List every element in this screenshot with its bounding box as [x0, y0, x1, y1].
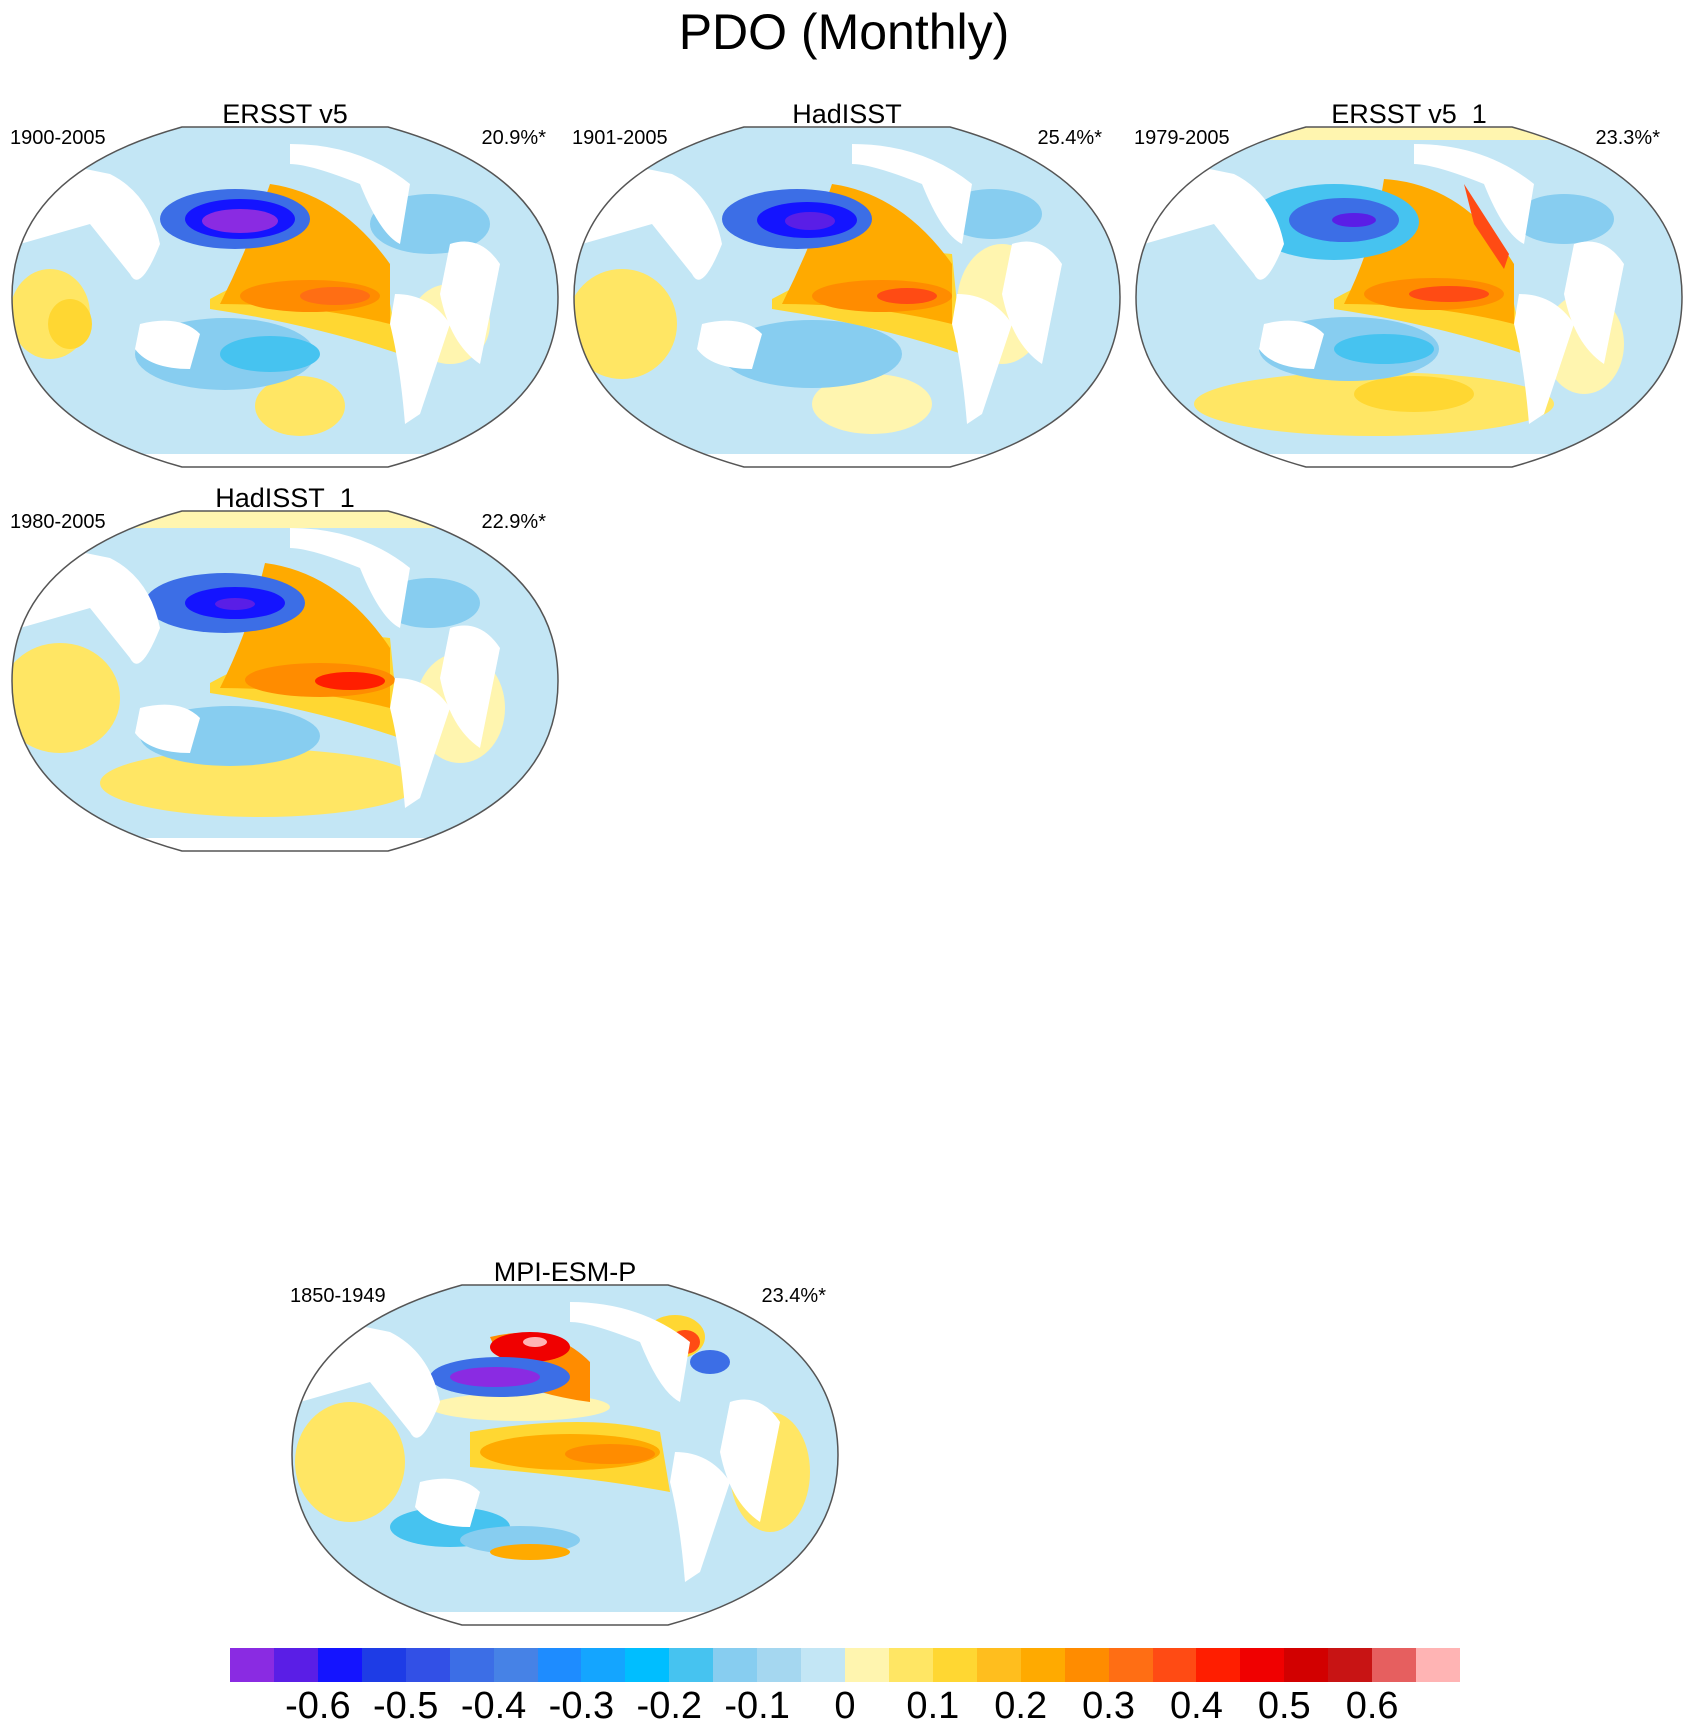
colorbar-tick-label: -0.5 — [372, 1685, 439, 1727]
colorbar-swatch — [449, 1648, 495, 1682]
colorbar-swatch — [713, 1648, 758, 1682]
colorbar-tick-label: -0.4 — [460, 1685, 527, 1727]
colorbar-swatch — [1196, 1648, 1241, 1682]
colorbar-tick-label: 0.5 — [1257, 1685, 1311, 1727]
colorbar-swatch — [1284, 1648, 1329, 1682]
panel-variance-percent: 23.4%* — [761, 1285, 827, 1307]
colorbar-tick-label: 0.3 — [1082, 1685, 1135, 1727]
map-panel-ersst-v5-1: ERSST v5_1 1979-2005 23.3%* — [1134, 98, 1684, 470]
figure-title: PDO (Monthly) — [678, 4, 1010, 60]
colorbar-tick-label: -0.1 — [724, 1685, 790, 1727]
panel-title: ERSST v5_1 — [1331, 99, 1487, 129]
colorbar-swatch — [493, 1648, 538, 1682]
panel-period: 1980-2005 — [10, 511, 106, 533]
pdo-map — [573, 126, 1121, 468]
panel-variance-percent: 22.9%* — [481, 511, 547, 533]
panel-title: HadISST — [792, 99, 902, 129]
colorbar-tick-label: -0.3 — [548, 1685, 615, 1727]
colorbar-swatch — [845, 1648, 890, 1682]
panel-title: ERSST v5 — [222, 99, 348, 129]
colorbar-swatch — [581, 1648, 626, 1682]
colorbar — [230, 1648, 1461, 1682]
colorbar-swatch — [537, 1648, 582, 1682]
panel-period: 1901-2005 — [572, 127, 668, 149]
colorbar-labels: -0.6 -0.5 -0.4 -0.3 -0.2 -0.1 0 0.1 0.2 0.3 0.4 0.5… — [230, 1684, 1460, 1728]
colorbar-swatch — [801, 1648, 846, 1682]
map-panel-hadisst: HadISST 1901-2005 25.4%* — [572, 98, 1122, 470]
colorbar-swatch — [669, 1648, 714, 1682]
colorbar-swatch — [230, 1648, 275, 1682]
colorbar-swatch — [1416, 1648, 1461, 1682]
panel-period: 1900-2005 — [10, 127, 106, 149]
colorbar-swatch — [273, 1648, 319, 1682]
colorbar-tick-label: -0.6 — [285, 1685, 351, 1727]
colorbar-tick-label: 0.4 — [1170, 1685, 1223, 1727]
colorbar-swatch — [625, 1648, 670, 1682]
colorbar-swatch — [1328, 1648, 1373, 1682]
pdo-map — [11, 510, 559, 852]
panel-period: 1850-1949 — [290, 1285, 386, 1307]
colorbar-swatch — [976, 1648, 1022, 1682]
colorbar-swatch — [1372, 1648, 1417, 1682]
colorbar-swatch — [1152, 1648, 1197, 1682]
panel-period: 1979-2005 — [1134, 127, 1230, 149]
colorbar-swatch — [757, 1648, 802, 1682]
map-panel-mpi-esm-p: MPI-ESM-P 1850-1949 23.4%* — [290, 1256, 840, 1628]
panel-variance-percent: 20.9%* — [481, 127, 547, 149]
colorbar-swatch — [888, 1648, 934, 1682]
panel-variance-percent: 23.3%* — [1595, 127, 1661, 149]
colorbar-swatch — [1064, 1648, 1110, 1682]
panel-title: MPI-ESM-P — [493, 1257, 637, 1287]
colorbar-tick-label: 0.2 — [994, 1685, 1048, 1727]
colorbar-swatch — [932, 1648, 978, 1682]
panel-title: HadISST_1 — [215, 483, 355, 513]
map-panel-hadisst-1: HadISST_1 1980-2005 22.9%* — [10, 482, 560, 854]
pdo-map — [11, 126, 559, 468]
colorbar-swatch — [405, 1648, 451, 1682]
map-panel-ersst-v5: ERSST v5 1900-2005 20.9%* — [10, 98, 560, 470]
colorbar-tick-label: 0 — [834, 1685, 856, 1727]
panel-variance-percent: 25.4%* — [1037, 127, 1103, 149]
pdo-map — [291, 1284, 839, 1626]
colorbar-swatch — [317, 1648, 363, 1682]
pdo-map — [1135, 126, 1683, 468]
colorbar-swatch — [1108, 1648, 1153, 1682]
colorbar-swatch — [1020, 1648, 1066, 1682]
colorbar-swatch — [361, 1648, 407, 1682]
colorbar-tick-label: -0.2 — [636, 1685, 703, 1727]
colorbar-tick-label: 0.6 — [1345, 1685, 1399, 1727]
colorbar-swatch — [1240, 1648, 1285, 1682]
colorbar-tick-label: 0.1 — [906, 1685, 960, 1727]
